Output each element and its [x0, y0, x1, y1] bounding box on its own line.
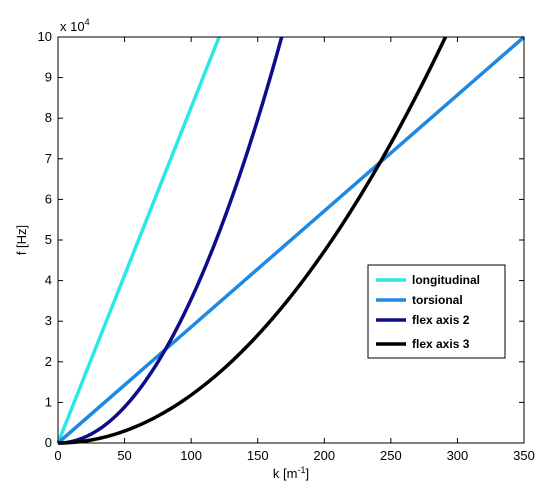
x-tick-label: 250	[380, 448, 402, 463]
x-tick-label: 300	[447, 448, 469, 463]
legend-label-torsional: torsional	[412, 293, 463, 307]
y-tick-label: 6	[45, 191, 52, 206]
legend-label-flex-axis-2: flex axis 2	[412, 313, 470, 327]
legend: longitudinal torsional flex axis 2 flex axi…	[367, 264, 506, 359]
y-tick-label: 0	[45, 435, 52, 450]
y-tick-label: 2	[45, 354, 52, 369]
legend-label-longitudinal: longitudinal	[412, 273, 480, 287]
x-tick-label: 350	[513, 448, 535, 463]
x-tick-label: 200	[313, 448, 335, 463]
tick-labels-layer: 0 50 100 150 200 250 300 350 0 1 2 3 4 5 6 7 8 9 10	[38, 29, 535, 463]
y-tick-label: 8	[45, 110, 52, 125]
x-tick-label: 50	[117, 448, 131, 463]
y-tick-label: 3	[45, 313, 52, 328]
series-line-flex-axis-3	[57, 36, 448, 445]
x-axis-label: k [m-1]	[273, 465, 309, 481]
x-tick-label: 0	[54, 448, 61, 463]
series-line-torsional	[56, 35, 526, 445]
series-line-flex-axis-2	[57, 36, 284, 445]
y-tick-label: 4	[45, 273, 52, 288]
y-tick-label: 7	[45, 151, 52, 166]
y-tick-label: 10	[38, 29, 52, 44]
x-tick-label: 150	[247, 448, 269, 463]
legend-items: longitudinal torsional flex axis 2 flex axi…	[376, 273, 480, 351]
ticks-layer	[57, 36, 525, 444]
y-axis-label: f [Hz]	[14, 225, 29, 255]
series-line-longitudinal	[56, 36, 221, 444]
legend-label-flex-axis-3: flex axis 3	[412, 337, 470, 351]
x-tick-label: 100	[180, 448, 202, 463]
y-exponent-label: x 104	[60, 17, 90, 34]
y-tick-label: 1	[45, 394, 52, 409]
y-tick-label: 9	[45, 70, 52, 85]
y-tick-label: 5	[45, 232, 52, 247]
series-layer	[56, 35, 526, 445]
